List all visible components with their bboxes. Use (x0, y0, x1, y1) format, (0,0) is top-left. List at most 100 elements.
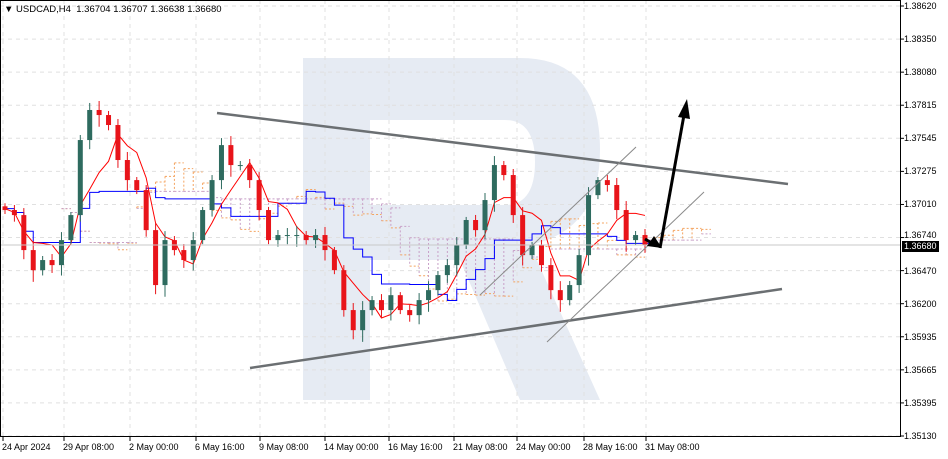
candle-body (209, 180, 215, 211)
candle-body (124, 160, 130, 181)
candle-body (247, 165, 253, 181)
candle-body (426, 290, 432, 301)
candle-body (435, 275, 441, 291)
candle-body (548, 265, 554, 291)
y-tick-label: 1.38080 (904, 67, 937, 78)
collapse-triangle-icon[interactable]: ▼ (4, 4, 14, 15)
candle-body (633, 235, 639, 241)
candle-body (341, 270, 347, 311)
candle-body (595, 180, 601, 196)
low-value: 1.36638 (150, 4, 185, 15)
upper-trendline[interactable] (216, 111, 789, 186)
candle-body (49, 260, 55, 266)
y-tick-label: 1.37275 (904, 166, 937, 177)
x-tick-label: 31 May 08:00 (645, 442, 700, 452)
y-tick-label: 1.36200 (904, 298, 937, 309)
candle-body (604, 180, 610, 186)
y-tick-label: 1.36470 (904, 265, 937, 276)
candle-body (87, 109, 93, 141)
candle-body (322, 235, 328, 251)
candle-body (134, 180, 140, 191)
candle-body (200, 210, 206, 241)
candle-body (454, 245, 460, 266)
plot-border (0, 0, 901, 437)
candle-body (623, 210, 629, 241)
forecast-arrow[interactable] (644, 99, 690, 249)
y-tick-label: 1.35395 (904, 397, 937, 408)
x-tick-label: 2 May 00:00 (129, 442, 179, 452)
y-tick-label: 1.35665 (904, 364, 937, 375)
candle-body (586, 195, 592, 256)
candle-body (11, 210, 17, 216)
candle-body (190, 240, 196, 261)
candle-body (388, 295, 394, 311)
channel-line-upper[interactable] (479, 146, 637, 296)
candle-body (397, 295, 403, 311)
candle-body (228, 145, 234, 166)
y-tick-label: 1.38620 (904, 1, 937, 11)
channel-line-lower[interactable] (546, 191, 705, 343)
candle-body (256, 180, 262, 211)
candle-body (143, 190, 149, 231)
y-tick-label: 1.35935 (904, 331, 937, 342)
candle-body (360, 310, 366, 331)
candle-body (473, 220, 479, 231)
open-value: 1.36704 (76, 4, 111, 15)
x-tick-label: 16 May 16:00 (388, 442, 443, 452)
candle-body (482, 200, 488, 231)
x-tick-label: 24 May 00:00 (516, 442, 571, 452)
candle-body (40, 260, 46, 271)
x-tick-label: 21 May 08:00 (453, 442, 508, 452)
candle-body (576, 255, 582, 286)
x-tick-label: 28 May 16:00 (583, 442, 638, 452)
candle-body (350, 310, 356, 331)
candle-body (614, 185, 620, 211)
candle-body (115, 125, 121, 161)
candle-body (369, 300, 375, 311)
watermark-logo (303, 58, 600, 400)
y-tick-label: 1.37815 (904, 100, 937, 111)
candle-body (284, 235, 290, 237)
close-value: 1.36680 (187, 4, 222, 15)
y-tick-label: 1.37545 (904, 133, 937, 144)
x-tick-label: 29 Apr 08:00 (63, 442, 115, 452)
x-tick-label: 9 May 08:00 (259, 442, 309, 452)
candle-body (68, 215, 74, 241)
candle-body (237, 165, 243, 167)
candle-body (2, 206, 8, 211)
candle-body (331, 250, 337, 271)
candle-body (30, 250, 36, 271)
candle-body (275, 235, 281, 241)
candle-body (407, 310, 413, 316)
candle-body (463, 220, 469, 246)
candle-body (153, 230, 159, 286)
y-tick-label: 1.36740 (904, 229, 937, 240)
candle-body (557, 290, 563, 301)
candle-body (58, 240, 64, 266)
candle-body (21, 215, 27, 251)
candle-body (294, 235, 300, 237)
y-tick-label: 1.35130 (904, 431, 937, 441)
candle-body (538, 245, 544, 266)
candle-body (520, 215, 526, 256)
candle-body (567, 285, 573, 301)
candle-body (444, 265, 450, 276)
candle-body (96, 109, 102, 116)
lower-trendline[interactable] (249, 287, 783, 370)
candle-body (77, 140, 83, 216)
candle-body (529, 245, 535, 256)
candle-body (510, 175, 516, 216)
candle-body (313, 235, 319, 241)
chart-header: ▼ USDCAD,H4 1.36704 1.36707 1.36638 1.36… (4, 4, 222, 15)
x-tick-label: 6 May 16:00 (195, 442, 245, 452)
candle-body (303, 235, 309, 241)
y-tick-label: 1.37010 (904, 199, 937, 210)
x-tick-label: 14 May 00:00 (324, 442, 379, 452)
candle-body (106, 115, 112, 126)
candle-body (266, 210, 272, 241)
candle-body (181, 250, 187, 261)
candle-body (491, 165, 497, 201)
kijun-sen-line (5, 187, 655, 301)
candle-body (378, 300, 384, 311)
